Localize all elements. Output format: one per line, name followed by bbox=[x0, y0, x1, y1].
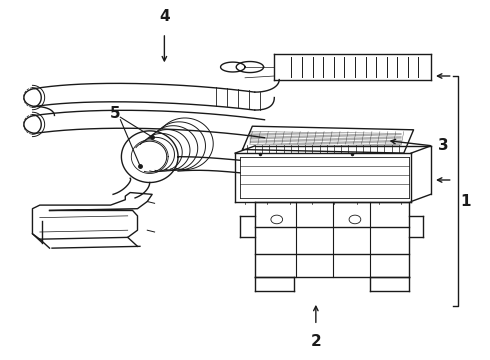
Text: 5: 5 bbox=[110, 106, 121, 121]
Text: 3: 3 bbox=[438, 139, 448, 153]
Text: 2: 2 bbox=[311, 334, 321, 349]
Text: 4: 4 bbox=[159, 9, 170, 24]
Text: 1: 1 bbox=[461, 194, 471, 209]
